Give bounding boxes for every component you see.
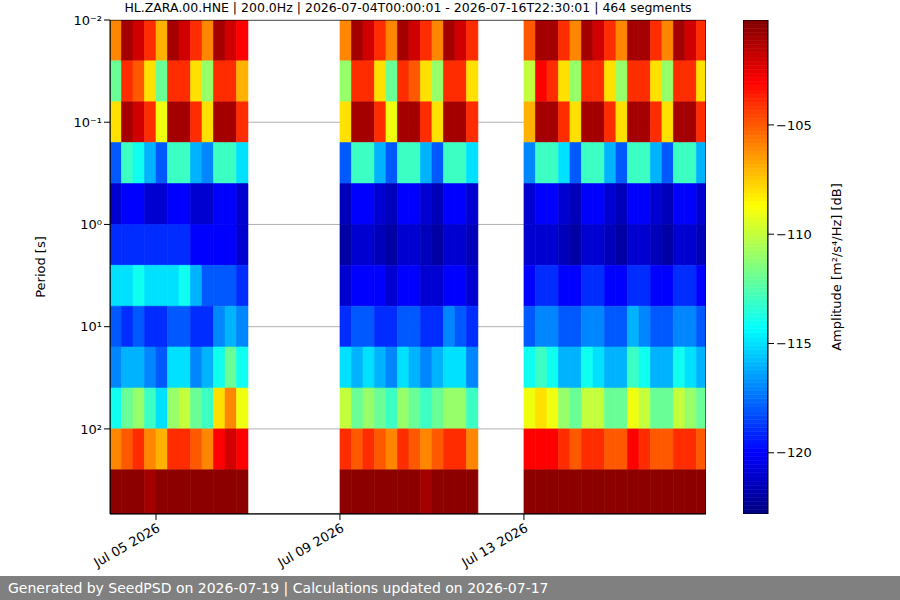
- svg-text:−105: −105: [776, 118, 812, 133]
- svg-text:−115: −115: [776, 336, 812, 351]
- svg-text:10⁰: 10⁰: [80, 217, 102, 232]
- svg-text:Jul 05 2026: Jul 05 2026: [90, 520, 162, 570]
- svg-text:Jul 13 2026: Jul 13 2026: [458, 520, 530, 570]
- html-text:HL.ZARA.00.HNE | 200.0Hz | 202: HL.ZARA.00.HNE | 200.0Hz | 2026-07-04T00…: [124, 0, 692, 15]
- html-text:Generated by SeedPSD on 2026-0: Generated by SeedPSD on 2026-07-19 | Cal…: [8, 580, 549, 596]
- svg-text:−120: −120: [776, 445, 812, 460]
- svg-text:Period [s]: Period [s]: [33, 236, 48, 298]
- svg-text:10⁻¹: 10⁻¹: [73, 115, 102, 130]
- svg-text:10¹: 10¹: [80, 319, 102, 334]
- svg-text:10²: 10²: [80, 422, 102, 437]
- svg-text:Jul 09 2026: Jul 09 2026: [274, 520, 346, 570]
- svg-text:10⁻²: 10⁻²: [73, 13, 102, 28]
- svg-text:Amplitude [m²/s⁴/Hz] [dB]: Amplitude [m²/s⁴/Hz] [dB]: [829, 183, 844, 351]
- svg-text:−110: −110: [776, 227, 812, 242]
